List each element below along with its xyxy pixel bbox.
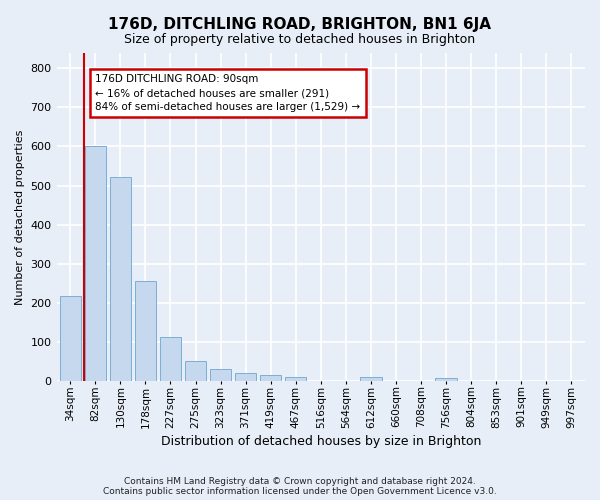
Bar [185,360,206,382]
Text: 176D, DITCHLING ROAD, BRIGHTON, BN1 6JA: 176D, DITCHLING ROAD, BRIGHTON, BN1 6JA [109,18,491,32]
X-axis label: Distribution of detached houses by size in Brighton: Distribution of detached houses by size … [161,434,481,448]
Bar [160,337,181,382]
Bar [85,146,106,382]
Bar [285,377,307,382]
Bar [436,378,457,382]
Text: Size of property relative to detached houses in Brighton: Size of property relative to detached ho… [124,32,476,46]
Bar [135,282,156,382]
Bar [210,369,231,382]
Text: 176D DITCHLING ROAD: 90sqm
← 16% of detached houses are smaller (291)
84% of sem: 176D DITCHLING ROAD: 90sqm ← 16% of deta… [95,74,361,112]
Bar [235,374,256,382]
Bar [110,177,131,382]
Bar [59,296,81,382]
Y-axis label: Number of detached properties: Number of detached properties [15,129,25,304]
Bar [260,375,281,382]
Bar [360,378,382,382]
Text: Contains HM Land Registry data © Crown copyright and database right 2024.
Contai: Contains HM Land Registry data © Crown c… [103,476,497,496]
